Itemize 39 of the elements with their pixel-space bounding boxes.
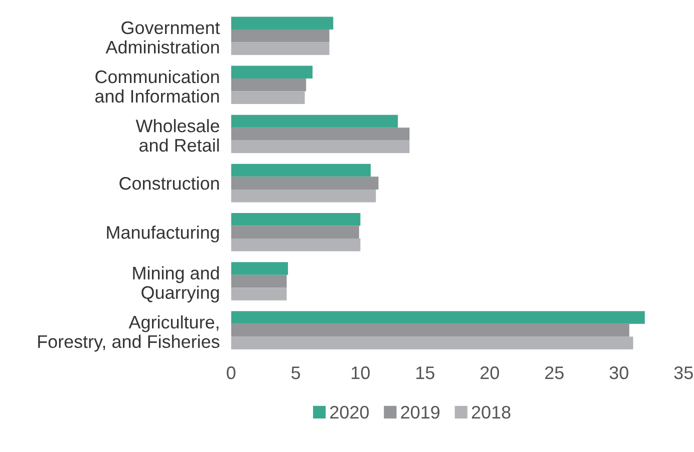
bar xyxy=(231,66,313,79)
bar xyxy=(231,189,376,202)
bar xyxy=(231,29,330,42)
bar xyxy=(231,226,360,239)
x-tick-label: 30 xyxy=(610,366,628,380)
x-tick-label: 15 xyxy=(416,366,434,380)
bar xyxy=(231,311,645,324)
bar xyxy=(231,42,330,55)
bar xyxy=(231,164,371,177)
x-tick-label: 20 xyxy=(480,366,500,380)
bar xyxy=(231,212,360,226)
x-tick-label: 5 xyxy=(291,366,300,380)
y-tick-label: Wholesale and Retail xyxy=(136,119,220,152)
bar xyxy=(231,128,410,140)
y-tick-label: Construction xyxy=(120,176,219,190)
bar xyxy=(231,262,288,275)
bar xyxy=(231,176,378,190)
bar xyxy=(231,91,305,104)
legend-label: 2020 xyxy=(330,406,369,419)
bar xyxy=(231,288,287,300)
x-tick-label: 0 xyxy=(226,366,236,380)
y-tick-label: Government Administration xyxy=(106,21,220,54)
legend-label: 2019 xyxy=(401,406,440,419)
y-tick-label: Communication and Information xyxy=(95,70,219,103)
bar xyxy=(231,16,334,30)
legend-label: 2018 xyxy=(472,406,510,419)
bar xyxy=(231,140,410,154)
bar xyxy=(231,114,398,128)
y-tick-label: Mining and Quarrying xyxy=(133,266,219,303)
y-tick-label: Agriculture, Forestry, and Fisheries xyxy=(38,315,220,352)
x-tick-label: 25 xyxy=(545,366,564,380)
bar xyxy=(231,78,306,92)
bar xyxy=(231,324,630,337)
y-tick-label: Manufacturing xyxy=(107,226,219,242)
bar xyxy=(231,274,287,288)
x-tick-label: 35 xyxy=(674,366,693,380)
x-tick-label: 10 xyxy=(352,366,370,380)
bar xyxy=(231,238,360,252)
bar xyxy=(231,336,634,350)
